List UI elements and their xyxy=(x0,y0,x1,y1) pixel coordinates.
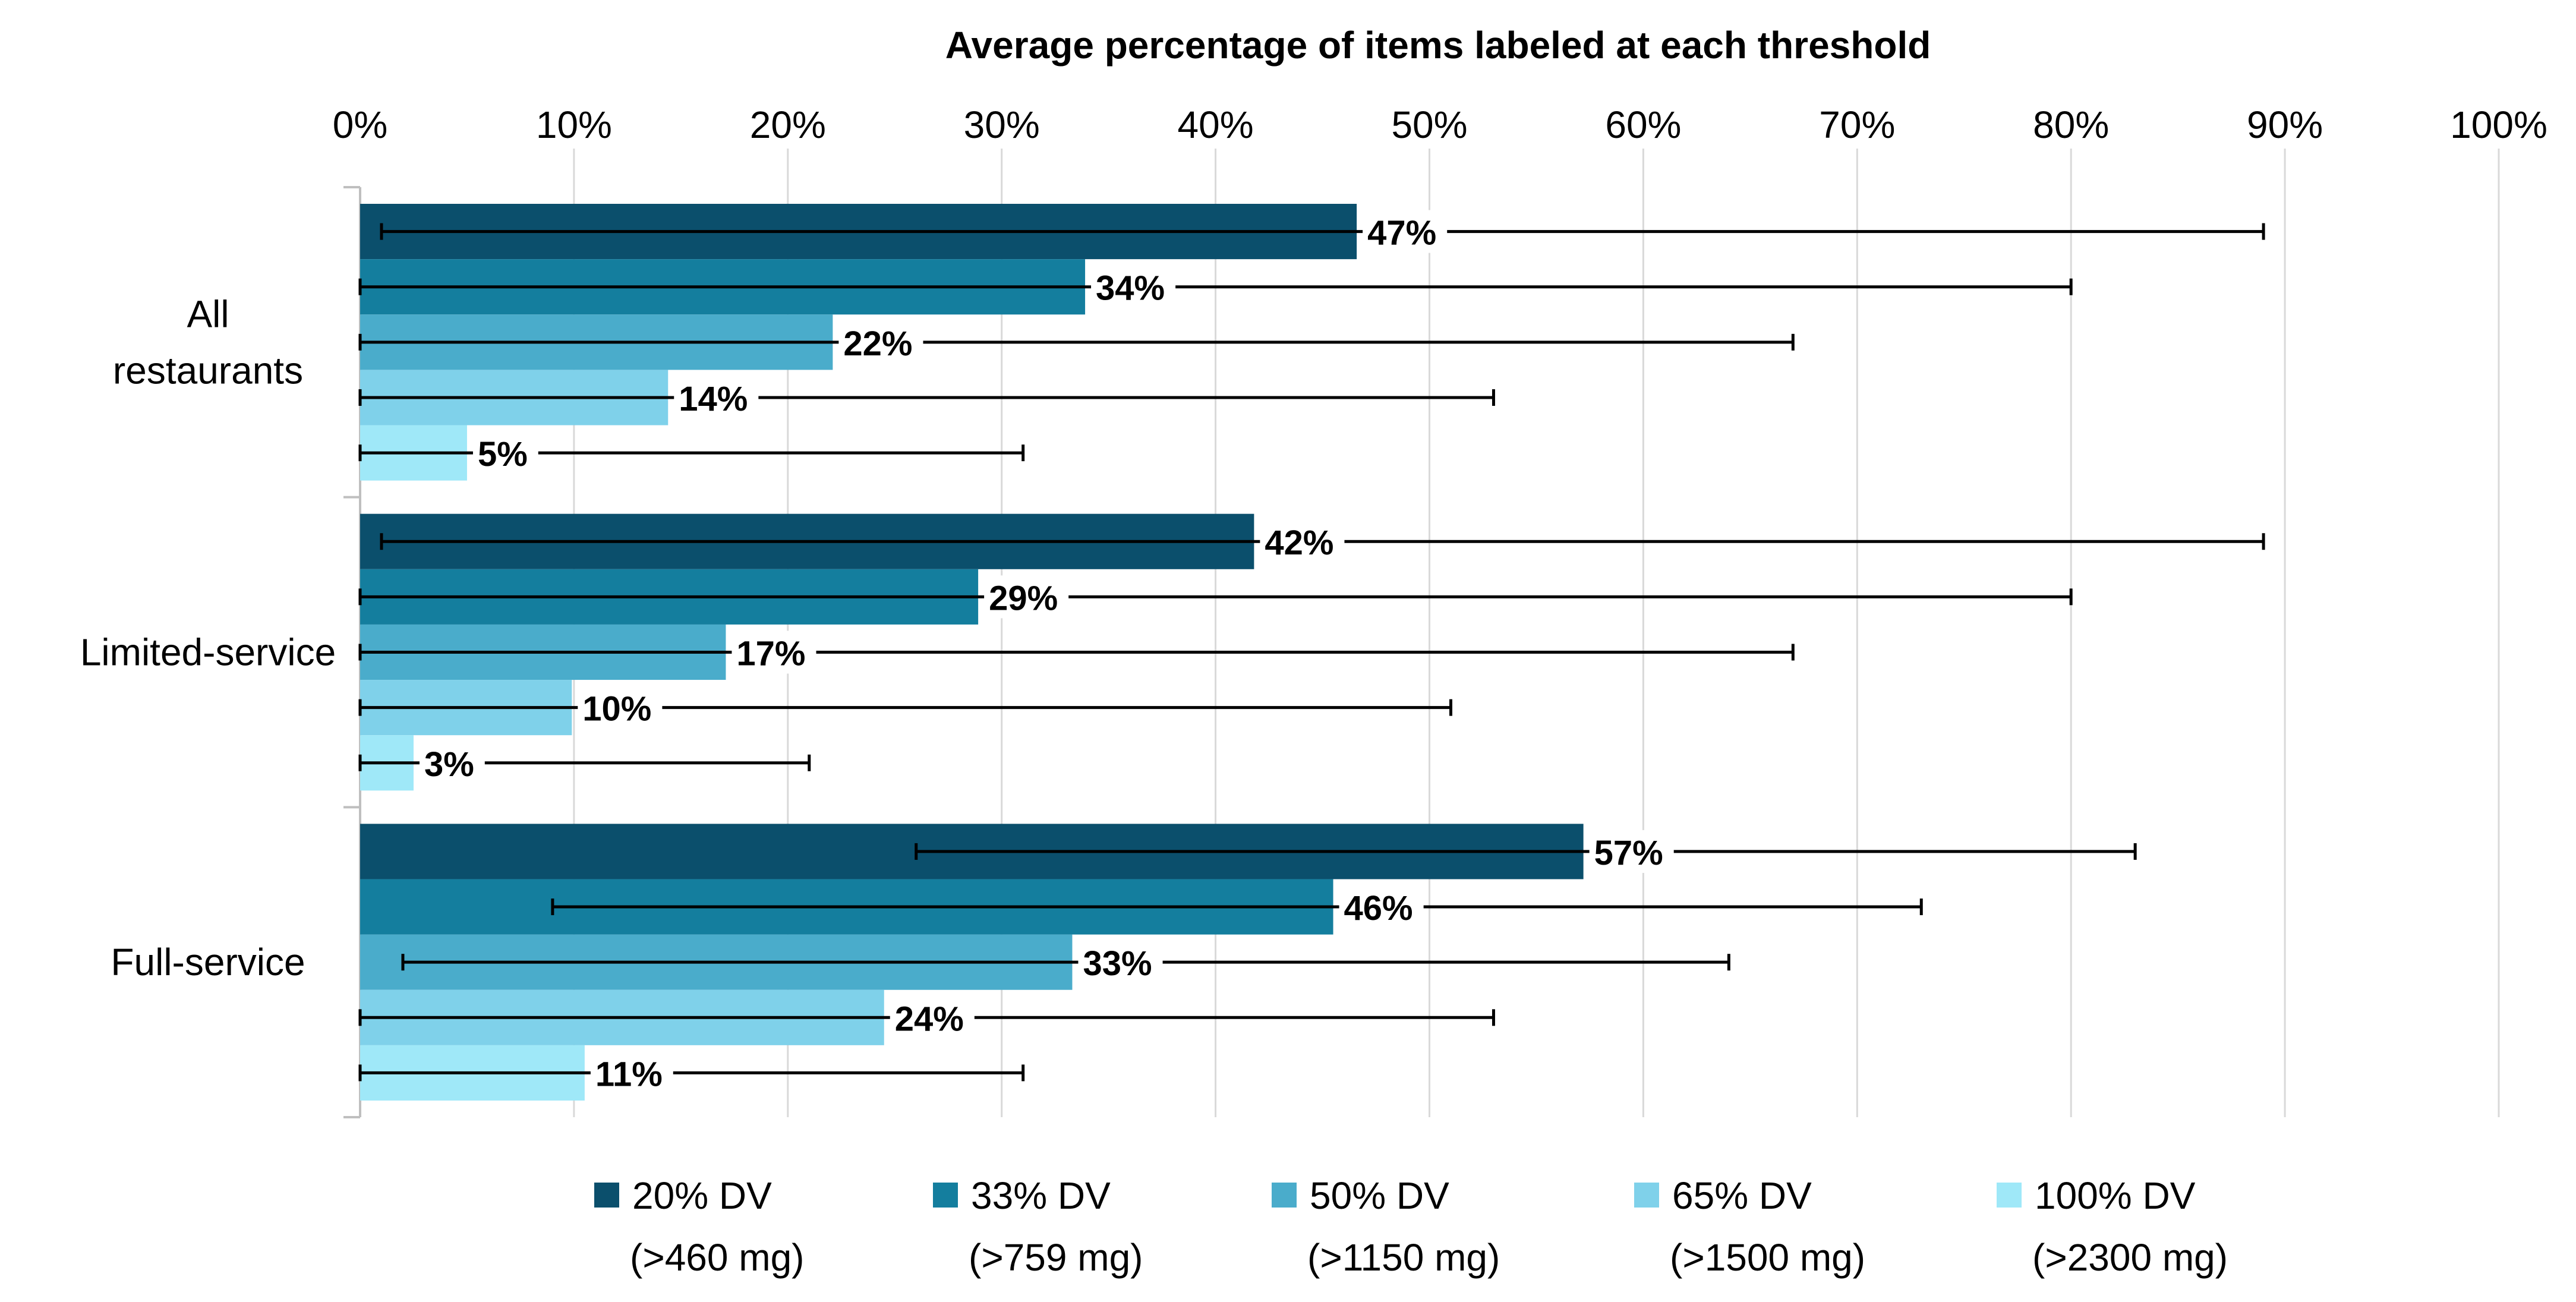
legend-label: (>759 mg) xyxy=(969,1236,1143,1279)
x-tick-label: 30% xyxy=(964,103,1040,146)
data-label: 14% xyxy=(679,380,748,418)
x-tick-label: 70% xyxy=(1819,103,1895,146)
x-tick-label: 10% xyxy=(536,103,612,146)
category-label: All xyxy=(187,292,229,335)
data-label: 42% xyxy=(1265,524,1333,562)
data-label-background xyxy=(1339,885,1424,929)
x-tick-label: 90% xyxy=(2247,103,2323,146)
data-label-background xyxy=(472,431,538,475)
legend-label: 33% DV xyxy=(971,1174,1111,1217)
data-label-background xyxy=(578,686,663,729)
data-label: 5% xyxy=(478,435,528,474)
data-label: 47% xyxy=(1367,214,1436,253)
legend-swatch xyxy=(1997,1183,2022,1208)
data-label-background xyxy=(1260,520,1345,563)
legend-swatch xyxy=(933,1183,958,1208)
x-tick-label: 80% xyxy=(2033,103,2109,146)
data-label-background xyxy=(419,741,485,784)
legend-label: (>1500 mg) xyxy=(1670,1236,1865,1279)
data-label: 34% xyxy=(1096,269,1165,308)
data-labels: 47% 34% 22% 14% 5% 42% 29% 17% 10% 3% 57% 46% 33% 24%… xyxy=(419,210,1674,1095)
data-label: 24% xyxy=(895,1000,964,1038)
legend-label: 50% DV xyxy=(1310,1174,1449,1217)
data-label-background xyxy=(984,575,1069,619)
data-label: 17% xyxy=(736,635,805,673)
category-label: Full-service xyxy=(111,941,305,983)
legend-label: (>2300 mg) xyxy=(2032,1236,2228,1279)
x-tick-label: 100% xyxy=(2450,103,2547,146)
data-label-background xyxy=(838,320,923,364)
x-axis-ticks: 0% 10% 20% 30% 40% 50% 60% 70% 80% 90% 100% xyxy=(333,103,2547,146)
data-label-background xyxy=(1091,265,1176,308)
category-labels: All restaurants Limited-service Full-servic… xyxy=(80,292,336,983)
data-label: 22% xyxy=(843,324,912,363)
x-tick-label: 40% xyxy=(1178,103,1254,146)
legend-label: 20% DV xyxy=(632,1174,772,1217)
category-label: Limited-service xyxy=(80,631,336,674)
data-label-background xyxy=(732,630,816,674)
legend-swatch xyxy=(1272,1183,1297,1208)
legend-label: 100% DV xyxy=(2035,1174,2196,1217)
category-label: restaurants xyxy=(113,349,303,392)
data-label: 46% xyxy=(1344,889,1413,928)
legend: 20% DV (>460 mg) 33% DV (>759 mg) 50% DV (>11… xyxy=(594,1174,2228,1279)
data-label: 10% xyxy=(582,690,651,729)
x-axis-title: Average percentage of items labeled at e… xyxy=(945,24,1931,67)
data-label: 57% xyxy=(1594,834,1663,872)
legend-label: (>1150 mg) xyxy=(1307,1236,1500,1279)
data-label-background xyxy=(1078,941,1163,984)
legend-label: 65% DV xyxy=(1672,1174,1812,1217)
error-bars xyxy=(358,223,2265,1082)
data-label: 29% xyxy=(989,579,1058,617)
y-axis xyxy=(343,186,361,1118)
data-label-background xyxy=(674,376,759,419)
legend-swatch xyxy=(1634,1183,1659,1208)
x-tick-label: 50% xyxy=(1391,103,1467,146)
data-label-background xyxy=(590,1051,673,1095)
x-tick-label: 60% xyxy=(1605,103,1681,146)
data-label-background xyxy=(1363,210,1448,253)
data-label: 3% xyxy=(424,745,474,784)
data-label: 33% xyxy=(1083,944,1152,983)
x-tick-label: 0% xyxy=(333,103,388,146)
data-label-background xyxy=(1589,830,1674,873)
data-label-background xyxy=(890,996,975,1039)
data-label: 11% xyxy=(595,1055,663,1093)
legend-label: (>460 mg) xyxy=(630,1236,804,1279)
legend-swatch xyxy=(594,1183,619,1208)
x-tick-label: 20% xyxy=(750,103,826,146)
